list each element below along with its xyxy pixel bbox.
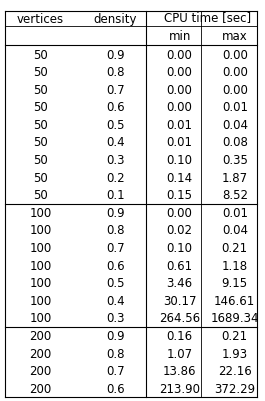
Text: max: max bbox=[222, 30, 248, 43]
Text: 0.61: 0.61 bbox=[167, 259, 193, 272]
Text: 0.14: 0.14 bbox=[167, 171, 193, 184]
Text: 200: 200 bbox=[29, 364, 52, 377]
Text: 0.15: 0.15 bbox=[167, 189, 193, 202]
Text: 0.00: 0.00 bbox=[167, 206, 193, 219]
Text: 100: 100 bbox=[29, 206, 52, 219]
Text: 0.00: 0.00 bbox=[222, 83, 248, 97]
Text: 372.29: 372.29 bbox=[214, 382, 255, 395]
Text: 200: 200 bbox=[29, 329, 52, 342]
Text: 0.9: 0.9 bbox=[106, 329, 125, 342]
Text: 0.8: 0.8 bbox=[106, 66, 125, 79]
Text: 0.9: 0.9 bbox=[106, 49, 125, 61]
Text: 0.1: 0.1 bbox=[106, 189, 125, 202]
Text: 0.4: 0.4 bbox=[106, 136, 125, 149]
Text: 1.18: 1.18 bbox=[222, 259, 248, 272]
Text: 9.15: 9.15 bbox=[222, 276, 248, 290]
Text: 100: 100 bbox=[29, 276, 52, 290]
Text: 0.04: 0.04 bbox=[222, 119, 248, 132]
Text: 30.17: 30.17 bbox=[163, 294, 196, 307]
Text: 0.8: 0.8 bbox=[106, 346, 125, 360]
Text: 0.00: 0.00 bbox=[167, 101, 193, 114]
Text: 0.3: 0.3 bbox=[106, 312, 125, 324]
Text: 0.01: 0.01 bbox=[222, 206, 248, 219]
Text: 22.16: 22.16 bbox=[218, 364, 252, 377]
Text: 0.2: 0.2 bbox=[106, 171, 125, 184]
Text: 0.02: 0.02 bbox=[167, 224, 193, 237]
Text: 50: 50 bbox=[33, 136, 48, 149]
Text: 0.3: 0.3 bbox=[106, 154, 125, 167]
Text: 50: 50 bbox=[33, 101, 48, 114]
Text: 50: 50 bbox=[33, 66, 48, 79]
Text: 0.6: 0.6 bbox=[106, 101, 125, 114]
Text: 100: 100 bbox=[29, 312, 52, 324]
Text: 3.46: 3.46 bbox=[167, 276, 193, 290]
Text: 0.16: 0.16 bbox=[167, 329, 193, 342]
Text: 0.00: 0.00 bbox=[222, 49, 248, 61]
Text: 50: 50 bbox=[33, 171, 48, 184]
Text: 0.10: 0.10 bbox=[167, 154, 193, 167]
Text: 0.00: 0.00 bbox=[167, 66, 193, 79]
Text: min: min bbox=[169, 30, 191, 43]
Text: 0.01: 0.01 bbox=[167, 119, 193, 132]
Text: 1.07: 1.07 bbox=[167, 346, 193, 360]
Text: 0.7: 0.7 bbox=[106, 83, 125, 97]
Text: 50: 50 bbox=[33, 119, 48, 132]
Text: 0.7: 0.7 bbox=[106, 241, 125, 254]
Text: 0.08: 0.08 bbox=[222, 136, 248, 149]
Text: 200: 200 bbox=[29, 346, 52, 360]
Text: 0.01: 0.01 bbox=[222, 101, 248, 114]
Text: 200: 200 bbox=[29, 382, 52, 395]
Text: 0.00: 0.00 bbox=[167, 49, 193, 61]
Text: 0.00: 0.00 bbox=[167, 83, 193, 97]
Text: 0.21: 0.21 bbox=[222, 329, 248, 342]
Text: 1689.34: 1689.34 bbox=[210, 312, 259, 324]
Text: 50: 50 bbox=[33, 189, 48, 202]
Text: 0.9: 0.9 bbox=[106, 206, 125, 219]
Text: 0.5: 0.5 bbox=[106, 276, 125, 290]
Text: 50: 50 bbox=[33, 154, 48, 167]
Text: 50: 50 bbox=[33, 83, 48, 97]
Text: 0.4: 0.4 bbox=[106, 294, 125, 307]
Text: 0.6: 0.6 bbox=[106, 259, 125, 272]
Text: 1.93: 1.93 bbox=[222, 346, 248, 360]
Text: 0.21: 0.21 bbox=[222, 241, 248, 254]
Text: 0.6: 0.6 bbox=[106, 382, 125, 395]
Text: 0.8: 0.8 bbox=[106, 224, 125, 237]
Text: 0.01: 0.01 bbox=[167, 136, 193, 149]
Text: vertices: vertices bbox=[17, 13, 64, 26]
Text: 50: 50 bbox=[33, 49, 48, 61]
Text: 0.5: 0.5 bbox=[106, 119, 125, 132]
Text: 0.10: 0.10 bbox=[167, 241, 193, 254]
Text: 100: 100 bbox=[29, 241, 52, 254]
Text: 100: 100 bbox=[29, 259, 52, 272]
Text: 146.61: 146.61 bbox=[214, 294, 255, 307]
Text: density: density bbox=[94, 13, 137, 26]
Text: CPU time [sec]: CPU time [sec] bbox=[164, 11, 251, 24]
Text: 100: 100 bbox=[29, 224, 52, 237]
Text: 0.35: 0.35 bbox=[222, 154, 248, 167]
Text: 13.86: 13.86 bbox=[163, 364, 196, 377]
Text: 264.56: 264.56 bbox=[159, 312, 200, 324]
Text: 100: 100 bbox=[29, 294, 52, 307]
Text: 213.90: 213.90 bbox=[159, 382, 200, 395]
Text: 0.7: 0.7 bbox=[106, 364, 125, 377]
Text: 0.00: 0.00 bbox=[222, 66, 248, 79]
Text: 1.87: 1.87 bbox=[222, 171, 248, 184]
Text: 8.52: 8.52 bbox=[222, 189, 248, 202]
Text: 0.04: 0.04 bbox=[222, 224, 248, 237]
